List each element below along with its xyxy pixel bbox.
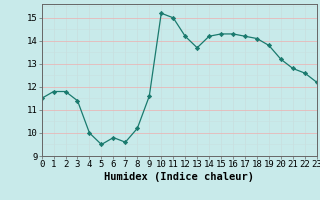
X-axis label: Humidex (Indice chaleur): Humidex (Indice chaleur)	[104, 172, 254, 182]
